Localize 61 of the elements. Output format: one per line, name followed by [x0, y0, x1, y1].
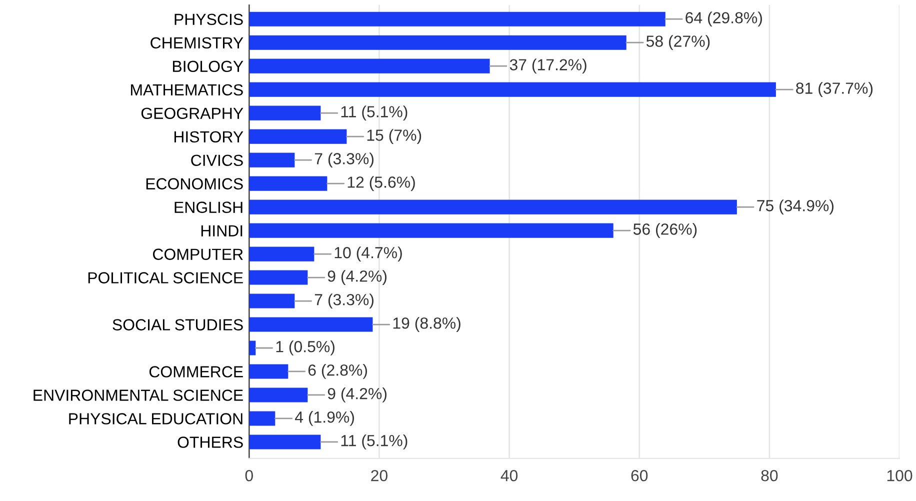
data-label: 9 (4.2%)	[328, 270, 386, 285]
y-tick-label: BIOLOGY	[173, 60, 244, 72]
y-tick-label: GEOGRAPHY	[141, 108, 244, 120]
y-tick-label: OTHERS	[178, 436, 243, 448]
y-tick-label: CHEMISTRY	[150, 37, 244, 49]
y-tick-label: PHYSICAL EDUCATION	[69, 413, 242, 424]
y-tick-label: PHYSCIS	[174, 14, 243, 26]
y-tick-label: HISTORY	[174, 131, 244, 143]
y-tick-label: MATHEMATICS	[131, 84, 243, 96]
bar	[249, 223, 614, 238]
data-label: 9 (4.2%)	[328, 388, 386, 402]
bar	[249, 12, 666, 26]
bar	[249, 82, 776, 97]
y-tick-label: ECONOMICS	[146, 178, 243, 190]
data-label: 1 (0.5%)	[276, 340, 334, 356]
data-label: 11 (5.1%)	[341, 106, 408, 121]
bar	[249, 129, 347, 144]
bar	[249, 200, 737, 214]
x-tick-label: 60	[631, 470, 648, 482]
bar	[249, 294, 295, 308]
data-label: 7 (3.3%)	[314, 294, 374, 308]
bar	[249, 340, 256, 356]
x-tick-label: 100	[887, 470, 912, 482]
data-label: 75 (34.9%)	[757, 200, 834, 214]
bar	[249, 434, 321, 450]
data-label: 15 (7%)	[367, 129, 422, 144]
y-tick-label: HINDI	[201, 225, 242, 236]
bar	[249, 152, 295, 168]
x-tick-label: 0	[245, 470, 253, 482]
data-label: 6 (2.8%)	[308, 364, 367, 379]
data-label: 37 (17.2%)	[510, 58, 586, 74]
data-label: 56 (26%)	[633, 223, 697, 238]
bar	[249, 270, 308, 285]
data-label: 81 (37.7%)	[796, 82, 873, 98]
bar	[249, 317, 373, 332]
data-label: 11 (5.1%)	[341, 434, 408, 450]
y-tick-label: CIVICS	[191, 154, 243, 166]
data-label: 58 (27%)	[646, 35, 710, 50]
bar	[249, 364, 288, 379]
bar	[249, 106, 321, 120]
bar	[249, 246, 314, 262]
data-label: 7 (3.3%)	[314, 152, 374, 168]
bar	[249, 58, 490, 74]
bar	[249, 388, 308, 402]
bar	[249, 35, 626, 50]
data-label: 64 (29.8%)	[686, 12, 762, 27]
data-label: 4 (1.9%)	[294, 411, 354, 426]
y-tick-label: COMPUTER	[153, 248, 243, 260]
data-label: 12 (5.6%)	[348, 176, 415, 191]
x-tick-label: 20	[371, 470, 388, 482]
bar	[249, 176, 328, 191]
x-tick-label: 40	[500, 470, 518, 482]
y-tick-label: POLITICAL SCIENCE	[88, 272, 243, 284]
x-tick-label: 80	[761, 470, 778, 482]
y-tick-label: ENGLISH	[174, 202, 242, 213]
bar	[249, 411, 276, 426]
y-tick-label: SOCIAL STUDIES	[112, 319, 243, 330]
data-label: 10 (4.7%)	[334, 246, 402, 262]
y-tick-label: ENVIRONMENTAL SCIENCE	[34, 390, 243, 401]
y-tick-label: COMMERCE	[149, 366, 243, 378]
data-label: 19 (8.8%)	[393, 317, 460, 332]
